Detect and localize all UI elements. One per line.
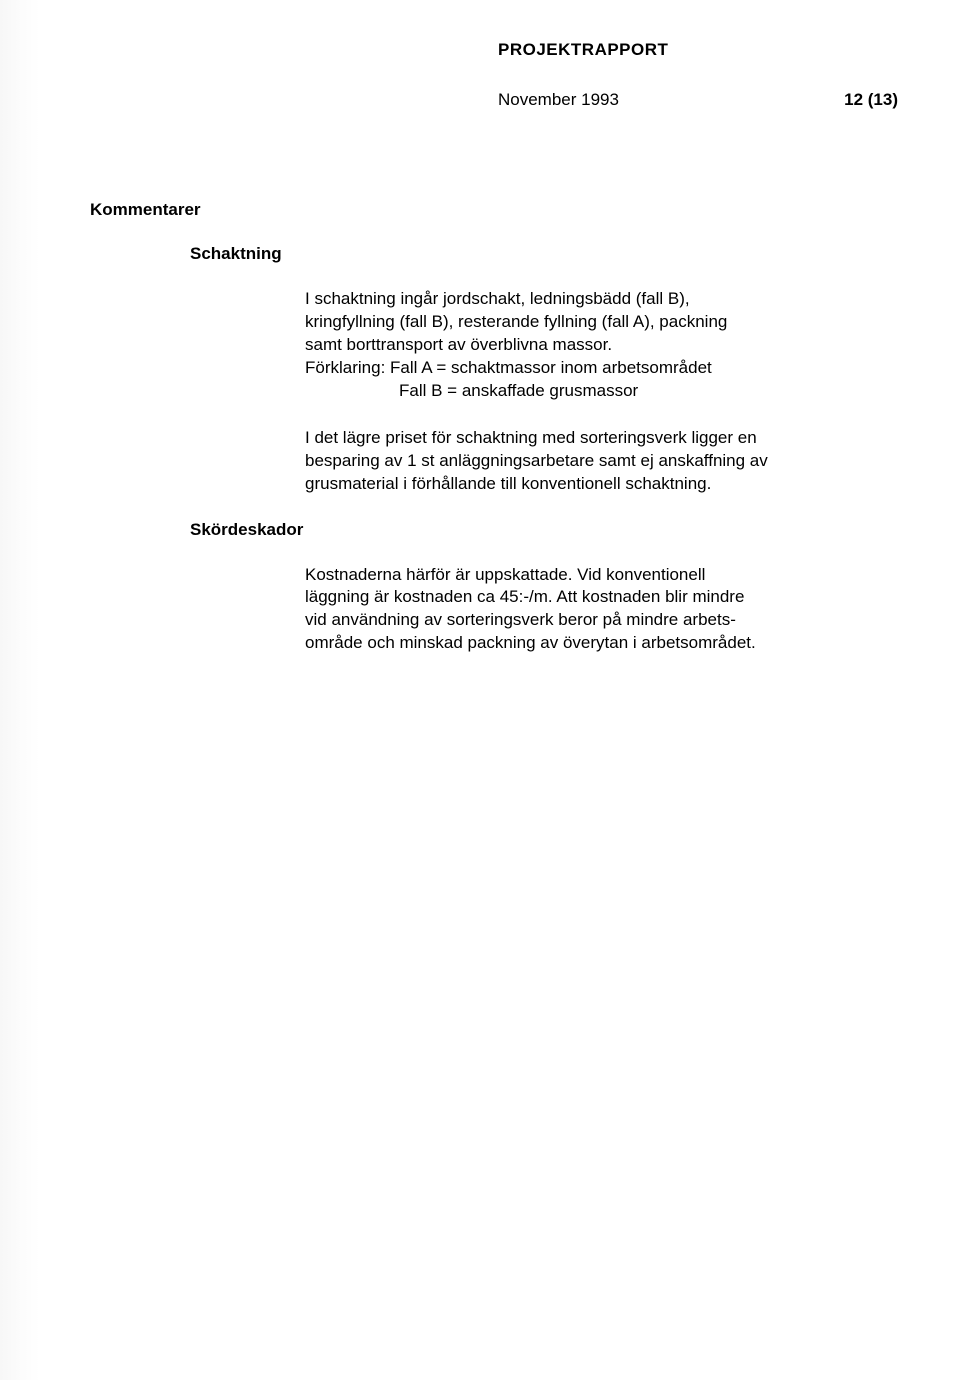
text-line: Förklaring: Fall A = schaktmassor inom a… [305,357,915,380]
text-line: område och minskad packning av överytan … [305,632,915,655]
subheading-schaktning: Schaktning [190,244,900,264]
text-line: grusmaterial i förhållande till konventi… [305,473,915,496]
text-line: I schaktning ingår jordschakt, ledningsb… [305,288,915,311]
text-line: Kostnaderna härför är uppskattade. Vid k… [305,564,915,587]
skordeskador-para1: Kostnaderna härför är uppskattade. Vid k… [305,564,915,656]
scan-edge-noise [0,0,40,1380]
date-page-row: November 1993 12 (13) [498,90,898,110]
report-title: PROJEKTRAPPORT [498,40,900,60]
schaktning-para2: I det lägre priset för schaktning med so… [305,427,915,496]
text-line-indented: Fall B = anskaffade grusmassor [305,380,915,403]
document-page: PROJEKTRAPPORT November 1993 12 (13) Kom… [0,0,960,1380]
text-line: kringfyllning (fall B), resterande fylln… [305,311,915,334]
date-text: November 1993 [498,90,619,110]
section-heading-kommentarer: Kommentarer [90,200,900,220]
schaktning-para1: I schaktning ingår jordschakt, ledningsb… [305,288,915,403]
header-block: PROJEKTRAPPORT November 1993 12 (13) [498,40,900,110]
text-line: läggning är kostnaden ca 45:-/m. Att kos… [305,586,915,609]
subheading-skordeskador: Skördeskador [190,520,900,540]
page-number: 12 (13) [844,90,898,110]
text-line: I det lägre priset för schaktning med so… [305,427,915,450]
text-line: samt borttransport av överblivna massor. [305,334,915,357]
text-line: besparing av 1 st anläggningsarbetare sa… [305,450,915,473]
text-line: vid användning av sorteringsverk beror p… [305,609,915,632]
